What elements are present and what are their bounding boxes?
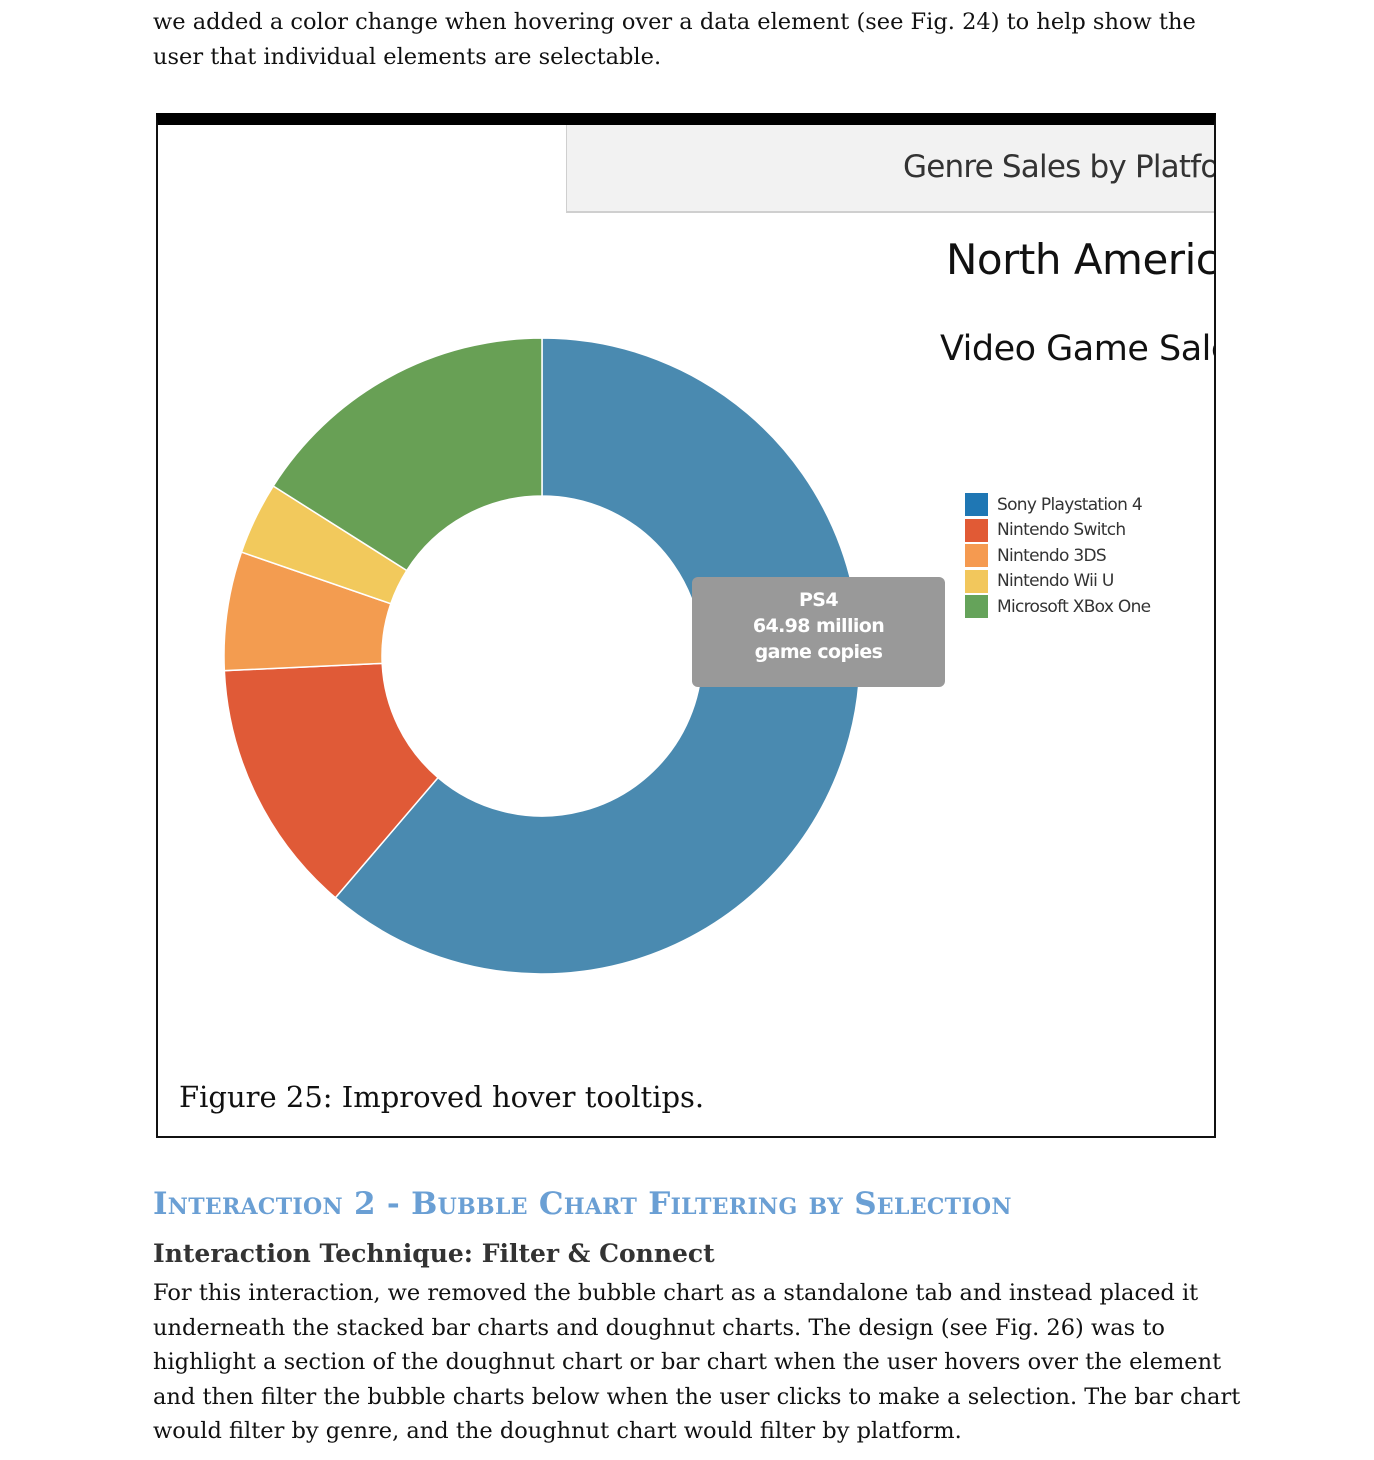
hover-tooltip: PS4 64.98 million game copies: [692, 577, 945, 687]
body-paragraph: For this interaction, we removed the bub…: [153, 1280, 1241, 1444]
chart-subtitle: Video Game Sales: [940, 329, 1214, 369]
chart-legend: Sony Playstation 4 Nintendo Switch Nintend…: [965, 492, 1151, 620]
legend-label: Microsoft XBox One: [997, 596, 1151, 617]
section-subheading: Interaction Technique: Filter & Connect: [153, 1239, 715, 1268]
dashboard-tab-header[interactable]: Genre Sales by Platform: [566, 125, 1216, 213]
doughnut-chart[interactable]: [158, 125, 1216, 1138]
figure-caption: Figure 25: Improved hover tooltips.: [179, 1080, 705, 1114]
legend-swatch: [965, 518, 988, 542]
legend-item[interactable]: Microsoft XBox One: [965, 594, 1151, 620]
tooltip-value: 64.98 million game copies: [752, 615, 885, 663]
legend-label: Nintendo 3DS: [997, 545, 1107, 566]
dashboard-tab-title: Genre Sales by Platform: [903, 149, 1216, 185]
legend-item[interactable]: Nintendo Wii U: [965, 569, 1150, 595]
donut-slice-microsoft-xbox-one[interactable]: [272, 337, 543, 572]
section-heading: Interaction 2 - Bubble Chart Filtering b…: [153, 1186, 1012, 1222]
legend-swatch: [965, 569, 988, 593]
legend-item[interactable]: Sony Playstation 4: [965, 492, 1150, 518]
legend-swatch: [965, 493, 988, 517]
tooltip-label: PS4: [798, 589, 839, 611]
legend-label: Nintendo Switch: [997, 520, 1126, 541]
legend-item[interactable]: Nintendo 3DS: [965, 543, 1150, 569]
donut-slice-nintendo-switch[interactable]: [223, 662, 440, 899]
legend-swatch: [965, 595, 988, 619]
legend-label: Nintendo Wii U: [997, 571, 1114, 592]
legend-label: Sony Playstation 4: [997, 494, 1143, 515]
intro-paragraph: we added a color change when hovering ov…: [153, 9, 1196, 70]
legend-item[interactable]: Nintendo Switch: [965, 518, 1150, 544]
figure-25: Genre Sales by Platform North America Vi…: [156, 113, 1216, 1138]
legend-swatch: [965, 544, 988, 568]
chart-region-title: North America: [946, 235, 1216, 284]
